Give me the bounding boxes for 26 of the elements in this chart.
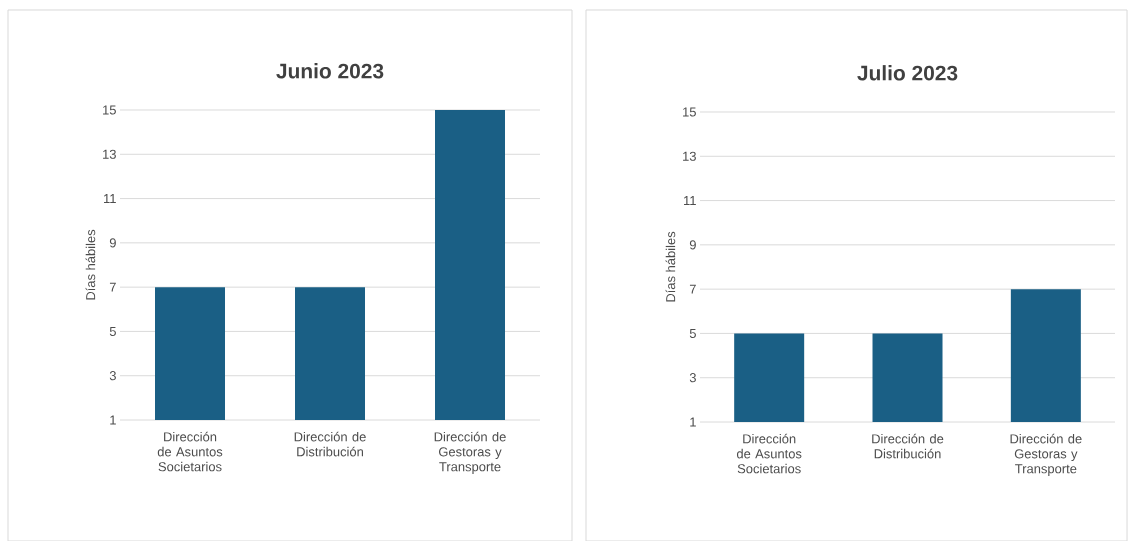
chart-title: Julio 2023 <box>857 65 958 81</box>
y-tick-label: 11 <box>104 194 116 204</box>
y-tick-label: 11 <box>684 196 696 206</box>
y-tick-label: 7 <box>109 282 116 292</box>
x-tick-label: Dirección de Gestoras y Transporte <box>434 431 506 474</box>
x-tick-label: Dirección de Asuntos Societarios <box>157 431 223 472</box>
x-tick-label: Dirección de Asuntos Societarios <box>736 433 802 474</box>
y-tick-label: 15 <box>103 105 116 115</box>
y-tick-label: 3 <box>109 371 116 381</box>
y-axis-title: Días hábiles <box>85 229 96 300</box>
y-axis-title: Días hábiles <box>665 231 676 302</box>
y-tick-label: 1 <box>690 417 696 427</box>
x-tick-label: Dirección de Distribución <box>294 431 366 457</box>
y-tick-label: 7 <box>689 284 696 294</box>
chart-title: Junio 2023 <box>276 63 384 79</box>
x-tick-label: Dirección de Gestoras y Transporte <box>1010 433 1082 476</box>
y-tick-label: 3 <box>689 373 696 383</box>
y-tick-label: 13 <box>683 151 696 161</box>
y-tick-label: 13 <box>103 149 116 159</box>
y-tick-label: 1 <box>110 415 116 425</box>
y-tick-label: 9 <box>689 240 696 250</box>
y-tick-label: 5 <box>109 326 116 336</box>
y-tick-label: 5 <box>689 328 696 338</box>
y-tick-label: 15 <box>683 107 696 117</box>
x-tick-label: Dirección de Distribución <box>872 433 944 459</box>
y-tick-label: 9 <box>109 238 116 248</box>
